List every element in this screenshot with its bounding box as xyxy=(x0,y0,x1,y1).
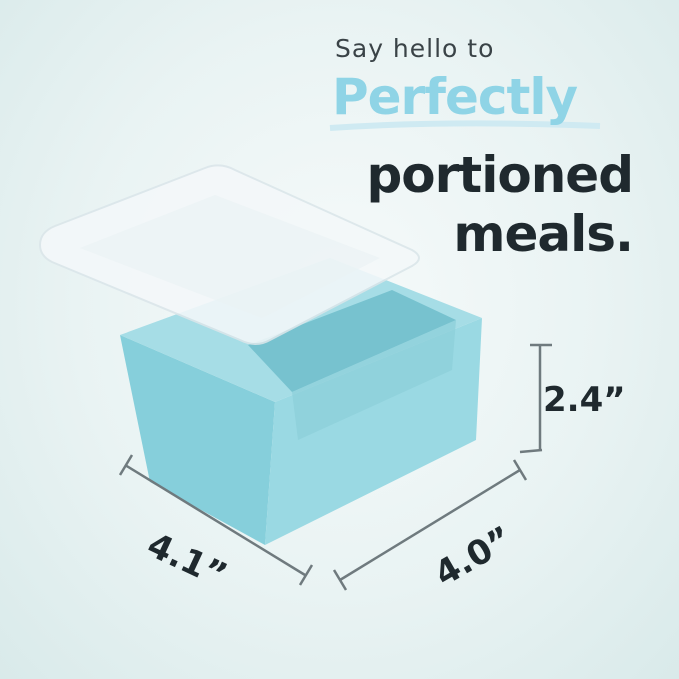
brush-stroke xyxy=(329,120,601,131)
headline-accent: Perfectly xyxy=(332,68,578,126)
dimension-lines xyxy=(118,343,552,591)
headline-intro: Say hello to xyxy=(335,34,495,63)
headline-line4: meals. xyxy=(453,205,634,263)
container-body xyxy=(120,258,482,545)
dimension-height-label: 2.4” xyxy=(543,380,626,420)
container-lid xyxy=(38,164,420,345)
headline-line3: portioned xyxy=(366,146,634,204)
